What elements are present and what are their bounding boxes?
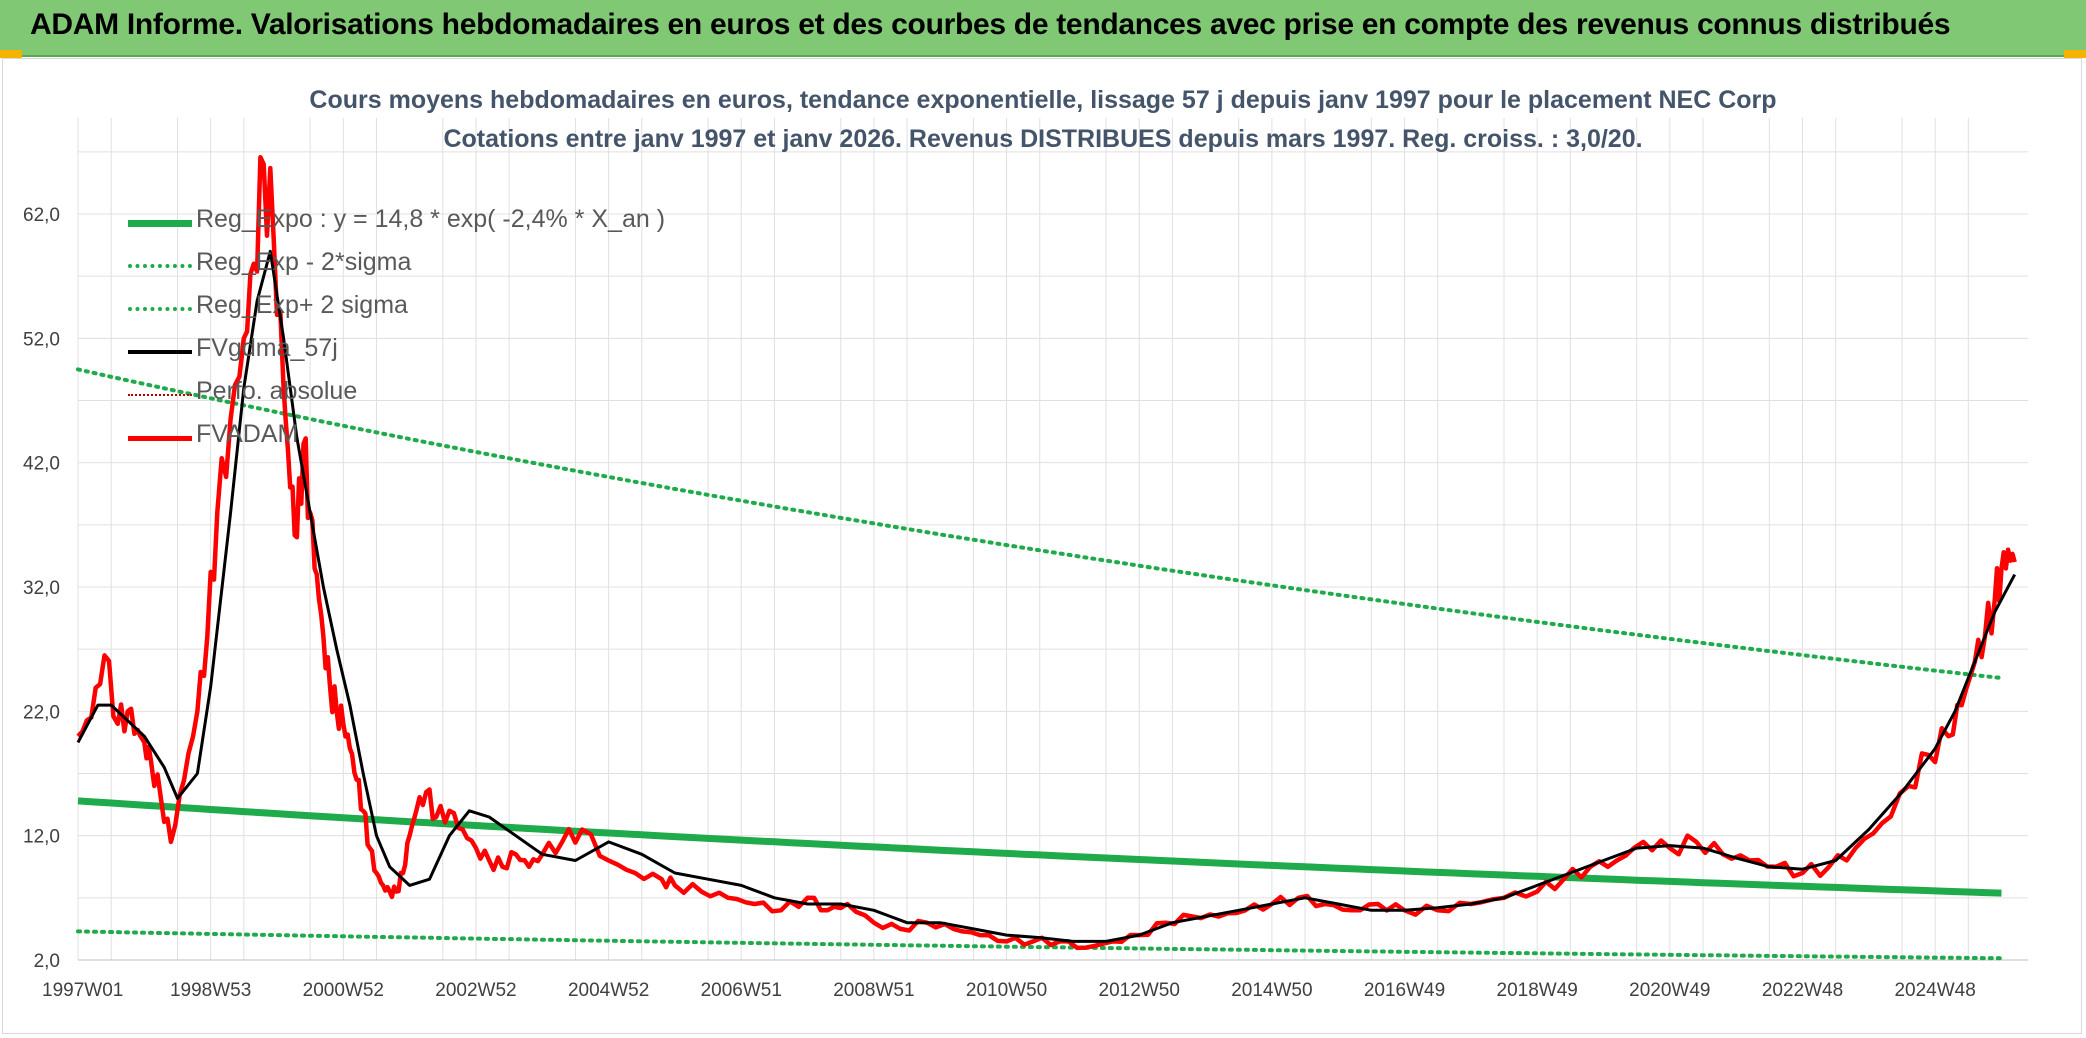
- x-tick-label: 2016W49: [1364, 980, 1445, 1001]
- x-tick-label: 2012W50: [1099, 980, 1180, 1001]
- x-tick-label: 1997W01: [42, 980, 123, 1001]
- legend-label-sigma-minus: Reg_Exp - 2*sigma: [196, 248, 412, 276]
- x-tick-label: 2018W49: [1497, 980, 1578, 1001]
- corner-mark-left: [0, 50, 22, 58]
- series-reg-exp-2-sigma: [76, 367, 2004, 680]
- y-tick-label: 42,0: [23, 454, 60, 475]
- corner-mark-right: [2064, 50, 2086, 58]
- x-tick-label: 2024W48: [1894, 980, 1975, 1001]
- chart-title-line-2: Cotations entre janv 1997 et janv 2026. …: [443, 125, 1643, 153]
- legend-swatch-fvadam: [128, 436, 192, 441]
- legend-swatch-sigma-plus: [128, 307, 192, 311]
- chart-axes: 2,0 12,0 22,0 32,0 42,0 52,0 62,0 1997W01 1998W5…: [23, 205, 2028, 1001]
- x-tick-label: 2010W50: [966, 980, 1047, 1001]
- legend-label-perfo: Perfo. absolue: [196, 377, 358, 405]
- y-tick-label: 62,0: [23, 205, 60, 226]
- x-tick-label: 2022W48: [1762, 980, 1843, 1001]
- report-banner: ADAM Informe. Valorisations hebdomadaire…: [0, 0, 2086, 57]
- chart-title-line-1: Cours moyens hebdomadaires en euros, ten…: [309, 86, 1777, 114]
- legend-swatch-perfo: [128, 394, 192, 396]
- x-tick-label: 2006W51: [701, 980, 782, 1001]
- legend-label-reg-exp: Reg_Expo : y = 14,8 * exp( -2,4% * X_an …: [196, 205, 666, 233]
- legend-swatch-reg-exp: [128, 220, 192, 227]
- x-tick-label: 2020W49: [1629, 980, 1710, 1001]
- x-tick-label: 2004W52: [568, 980, 649, 1001]
- x-tick-label: 2002W52: [435, 980, 516, 1001]
- x-tick-label: 2008W51: [833, 980, 914, 1001]
- y-tick-label: 32,0: [23, 578, 60, 599]
- report-title: ADAM Informe. Valorisations hebdomadaire…: [30, 8, 1951, 41]
- x-tick-label: 2000W52: [303, 980, 384, 1001]
- series-reg-exp-2-sigma: [76, 929, 2004, 961]
- series-fvgdma-57j: [76, 249, 2017, 943]
- y-tick-label: 2,0: [34, 951, 60, 972]
- series-reg-expo: [77, 797, 2002, 897]
- chart-grid: [77, 118, 2028, 961]
- legend-label-sigma-plus: Reg_Exp+ 2 sigma: [196, 291, 408, 319]
- legend-label-fvadam: FVADAM: [196, 420, 299, 448]
- series-fvadam: [76, 154, 2017, 951]
- legend-label-fvgdma: FVgdma_57j: [196, 334, 338, 362]
- legend-swatch-fvgdma: [128, 350, 192, 354]
- chart-area: [2, 58, 2082, 1034]
- legend-swatch-sigma-minus: [128, 264, 192, 268]
- y-tick-label: 12,0: [23, 827, 60, 848]
- x-tick-label: 2014W50: [1231, 980, 1312, 1001]
- y-tick-label: 22,0: [23, 702, 60, 723]
- chart-series: [76, 154, 2017, 961]
- x-tick-label: 1998W53: [170, 980, 251, 1001]
- y-tick-label: 52,0: [23, 329, 60, 350]
